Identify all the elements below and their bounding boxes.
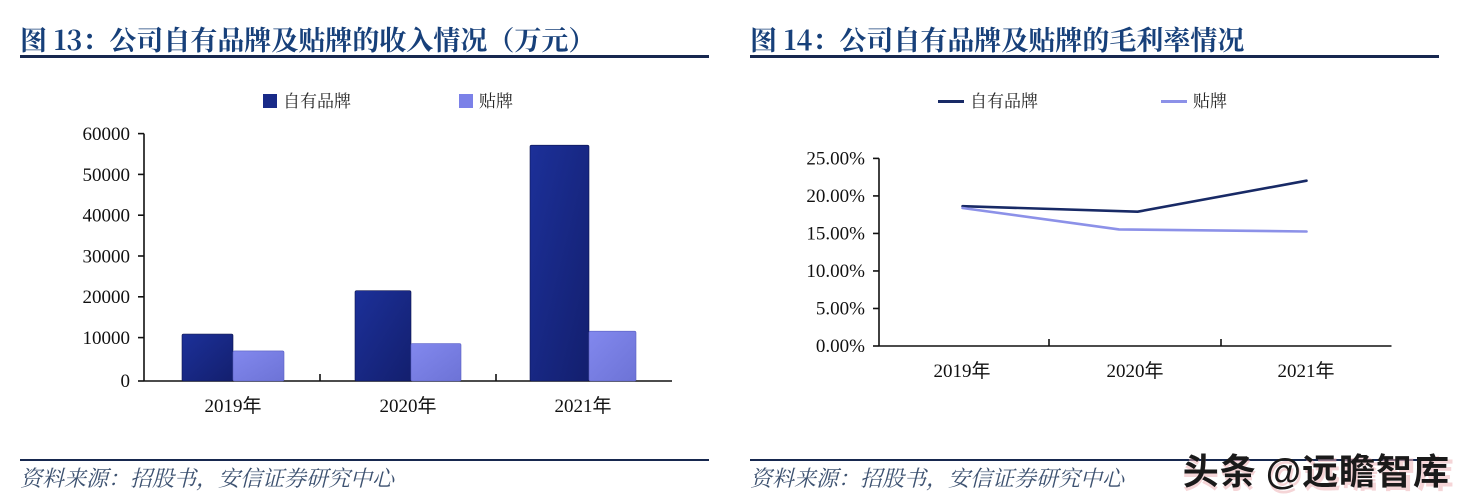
svg-text:2019年: 2019年 (933, 360, 990, 382)
svg-text:2021年: 2021年 (1277, 360, 1334, 382)
svg-text:30000: 30000 (83, 246, 131, 267)
svg-text:25.00%: 25.00% (806, 149, 865, 170)
svg-text:5.00%: 5.00% (816, 299, 865, 320)
svg-text:2020年: 2020年 (1106, 360, 1163, 382)
svg-text:10000: 10000 (83, 328, 131, 349)
svg-text:2020年: 2020年 (379, 395, 436, 417)
svg-text:40000: 40000 (83, 206, 131, 227)
svg-text:15.00%: 15.00% (806, 224, 865, 245)
svg-text:20.00%: 20.00% (806, 186, 865, 207)
svg-text:10.00%: 10.00% (806, 261, 865, 282)
svg-text:2021年: 2021年 (554, 395, 611, 417)
svg-text:50000: 50000 (83, 165, 131, 186)
svg-text:0.00%: 0.00% (816, 336, 865, 357)
svg-text:20000: 20000 (83, 287, 131, 308)
svg-text:0: 0 (121, 371, 131, 392)
svg-text:60000: 60000 (83, 124, 131, 145)
svg-text:2019年: 2019年 (204, 395, 261, 417)
